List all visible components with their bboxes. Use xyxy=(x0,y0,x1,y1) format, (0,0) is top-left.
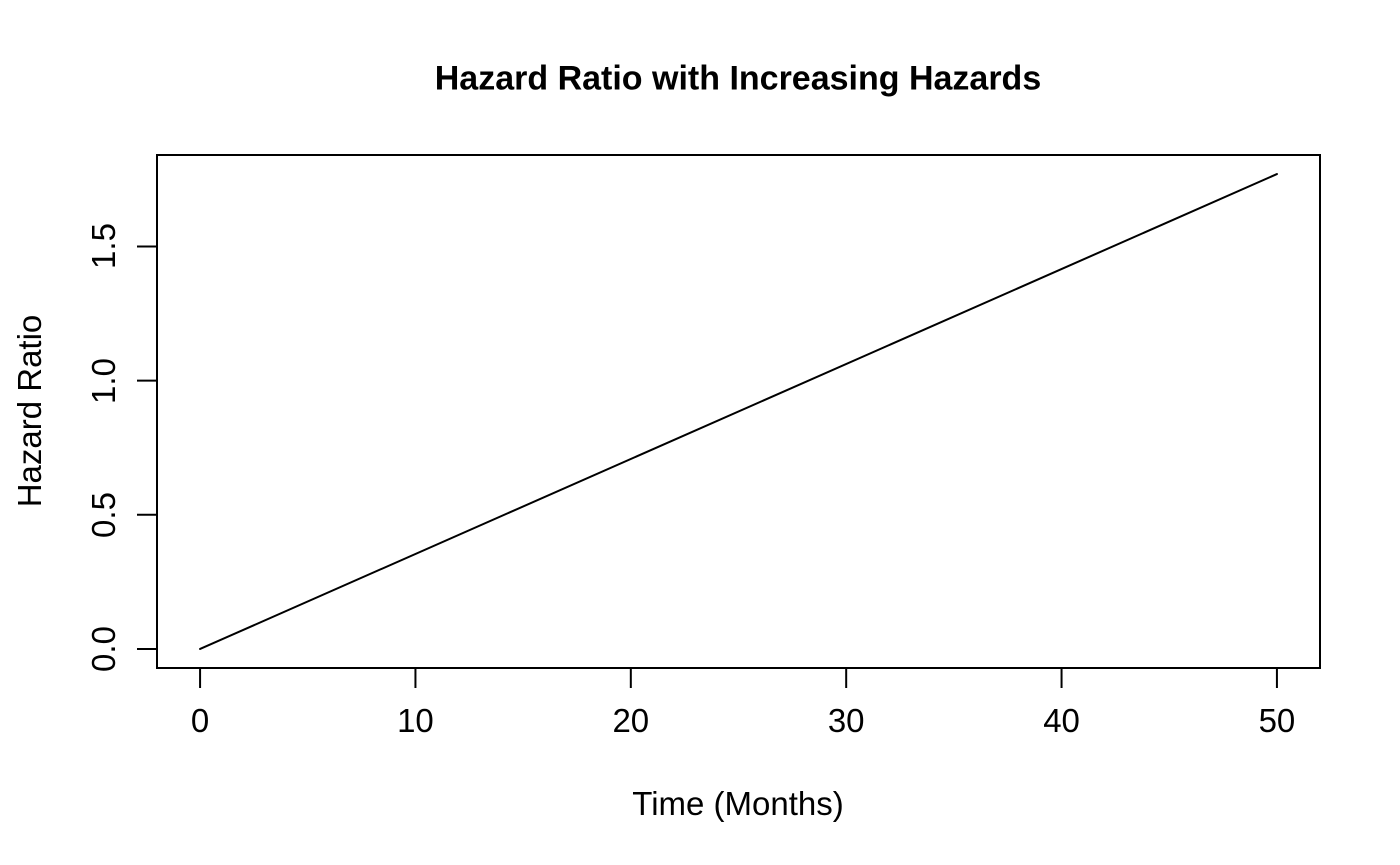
x-tick-label: 20 xyxy=(612,702,650,739)
x-tick-label: 10 xyxy=(397,702,434,739)
y-tick-label: 0.0 xyxy=(85,626,122,672)
y-axis-title: Hazard Ratio xyxy=(11,314,48,508)
hazard-ratio-line xyxy=(199,173,1278,650)
x-axis-title: Time (Months) xyxy=(632,785,844,822)
x-tick-label: 50 xyxy=(1258,702,1296,739)
y-tick-label: 0.5 xyxy=(85,491,122,538)
x-tick-label: 0 xyxy=(190,702,210,739)
chart-title: Hazard Ratio with Increasing Hazards xyxy=(434,59,1042,98)
x-tick-label: 40 xyxy=(1043,702,1080,739)
y-tick-label: 1.0 xyxy=(85,357,122,404)
y-tick-label: 1.5 xyxy=(85,223,122,270)
x-tick-label: 30 xyxy=(827,702,865,739)
plot-frame xyxy=(156,154,1321,669)
